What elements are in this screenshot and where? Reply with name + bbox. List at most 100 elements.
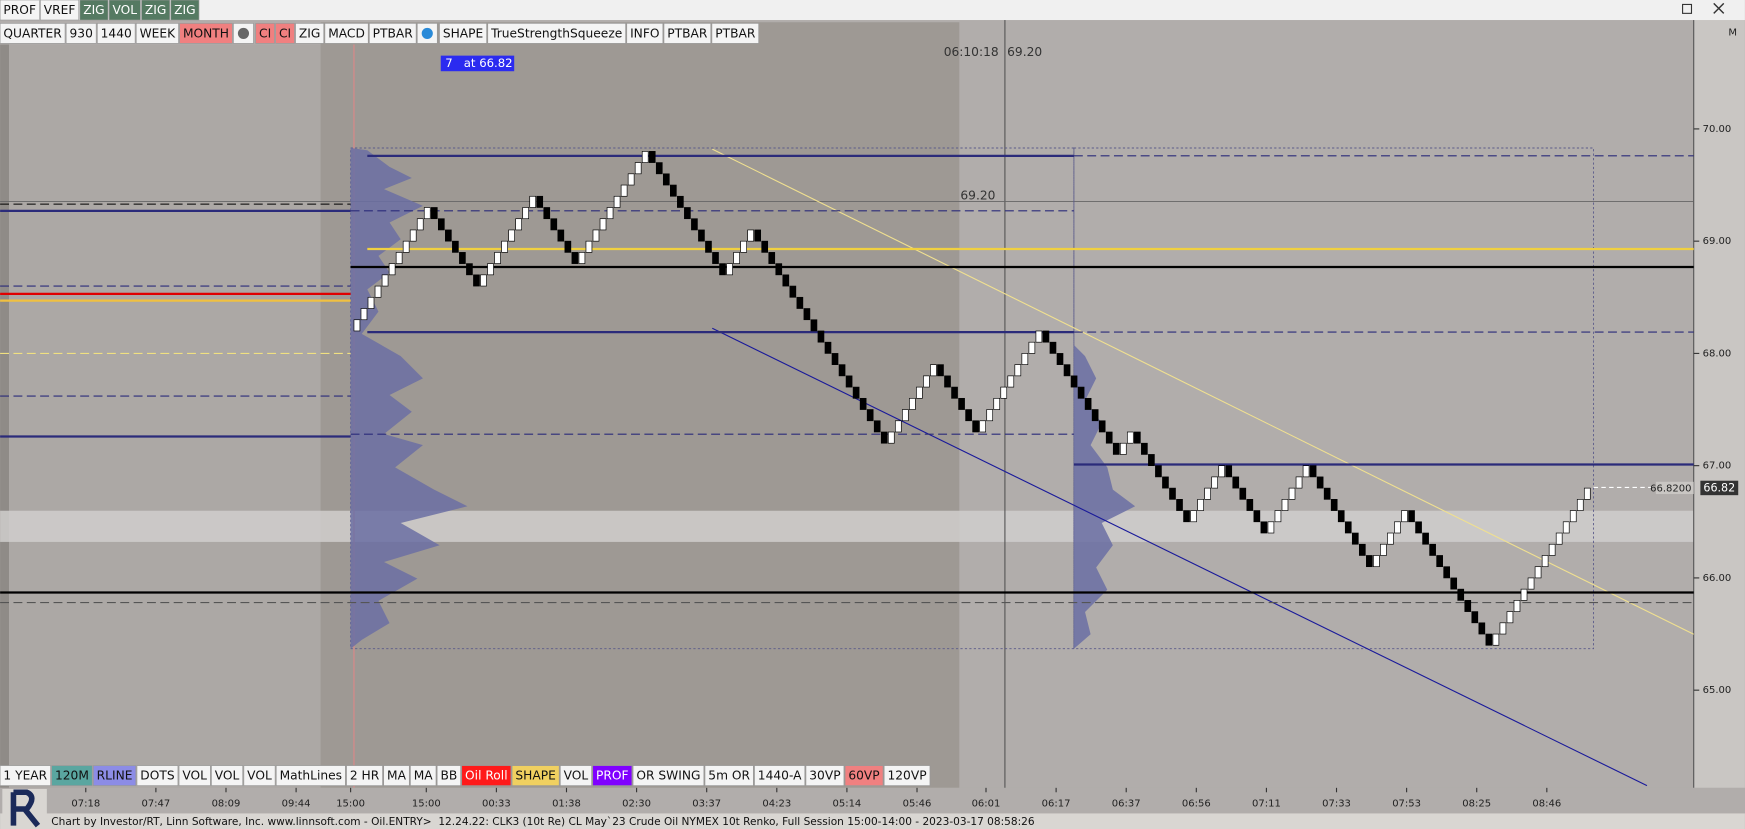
order-label: 7 at 66.82 xyxy=(445,56,512,70)
toolbar-button[interactable] xyxy=(883,765,931,786)
renko-brick xyxy=(1063,364,1071,377)
renko-brick xyxy=(1260,521,1268,534)
toolbar-button[interactable] xyxy=(108,0,141,21)
toolbar-button[interactable] xyxy=(324,23,369,44)
renko-brick xyxy=(1190,510,1197,523)
renko-brick xyxy=(747,229,754,242)
renko-brick xyxy=(1155,465,1162,478)
toolbar-button-label: ZIG xyxy=(299,26,320,40)
renko-brick xyxy=(1351,532,1359,545)
toolbar-button[interactable] xyxy=(135,23,179,44)
toolbar-button[interactable] xyxy=(511,765,560,786)
toolbar-button[interactable] xyxy=(211,765,244,786)
toolbar-button[interactable] xyxy=(0,23,66,44)
toolbar-button[interactable] xyxy=(295,23,325,44)
toolbar-button[interactable] xyxy=(559,765,592,786)
toolbar-button[interactable] xyxy=(93,765,137,786)
renko-brick xyxy=(445,229,452,242)
renko-brick xyxy=(1169,487,1176,500)
toolbar-button-label: VOL xyxy=(564,769,589,783)
renko-brick xyxy=(508,229,515,242)
renko-brick xyxy=(859,397,867,410)
toolbar-button[interactable] xyxy=(346,765,383,786)
toolbar-button[interactable] xyxy=(96,23,136,44)
toolbar-button[interactable] xyxy=(754,765,806,786)
volume-profile xyxy=(1073,344,1136,649)
renko-brick xyxy=(838,364,846,377)
price-axis-bg xyxy=(1693,20,1745,788)
renko-brick xyxy=(810,319,818,332)
renko-brick xyxy=(452,240,459,253)
toolbar-button[interactable] xyxy=(51,765,93,786)
y-tick-label: 65.00 xyxy=(1703,685,1732,696)
renko-brick xyxy=(1091,409,1099,422)
toolbar-button[interactable] xyxy=(0,0,40,21)
toolbar-button[interactable] xyxy=(275,23,295,44)
toolbar-button-label: RLINE xyxy=(97,769,133,783)
renko-brick xyxy=(536,195,544,208)
x-tick-label: 04:23 xyxy=(762,798,791,809)
renko-brick xyxy=(845,375,853,388)
toolbar-button-label: PROF xyxy=(596,769,629,783)
highlight-band xyxy=(0,510,1694,542)
renko-brick xyxy=(1112,442,1120,455)
toolbar-button[interactable] xyxy=(626,23,664,44)
toolbar-button[interactable] xyxy=(65,23,97,44)
renko-brick xyxy=(712,252,719,264)
toolbar-button[interactable] xyxy=(275,765,346,786)
toolbar-button[interactable] xyxy=(178,765,211,786)
renko-brick xyxy=(1070,375,1078,388)
toolbar-button[interactable] xyxy=(704,765,754,786)
toolbar-button-label: MA xyxy=(414,769,434,783)
x-tick-label: 09:44 xyxy=(282,798,311,809)
x-tick-label: 08:25 xyxy=(1462,798,1491,809)
renko-brick xyxy=(1394,521,1401,534)
toolbar-button[interactable] xyxy=(439,23,487,44)
renko-brick xyxy=(866,409,874,422)
toolbar-button[interactable] xyxy=(141,0,171,21)
toolbar-button-label: ZIG xyxy=(145,3,166,17)
renko-brick xyxy=(1021,353,1029,365)
renko-brick xyxy=(852,386,860,399)
toolbar-button[interactable] xyxy=(436,765,461,786)
toolbar-button[interactable] xyxy=(663,23,712,44)
toolbar-button[interactable] xyxy=(170,0,200,21)
renko-brick xyxy=(965,409,972,422)
toolbar-button[interactable] xyxy=(179,23,233,44)
toolbar-button[interactable] xyxy=(592,765,633,786)
renko-brick xyxy=(824,341,832,354)
toolbar-button[interactable] xyxy=(844,765,884,786)
toolbar-button[interactable] xyxy=(632,765,705,786)
toolbar-button[interactable] xyxy=(461,765,512,786)
toolbar-button[interactable] xyxy=(0,765,51,786)
toolbar-button-label: VOL xyxy=(182,769,207,783)
toolbar-button[interactable] xyxy=(805,765,845,786)
close-button[interactable] xyxy=(1713,2,1725,14)
renko-brick xyxy=(1358,543,1366,556)
renko-brick xyxy=(1028,341,1036,354)
toolbar-button-label: 120VP xyxy=(887,769,926,783)
toolbar-button[interactable] xyxy=(487,23,626,44)
renko-brick xyxy=(388,263,396,276)
toolbar-button[interactable] xyxy=(255,23,275,44)
renko-brick xyxy=(1183,510,1190,523)
renko-brick xyxy=(937,364,944,377)
toolbar-button[interactable] xyxy=(369,23,417,44)
shade xyxy=(0,44,10,788)
renko-brick xyxy=(1309,465,1317,478)
toolbar-button[interactable] xyxy=(383,765,410,786)
renko-brick xyxy=(1415,521,1422,534)
renko-brick xyxy=(620,184,628,197)
toolbar-button[interactable] xyxy=(79,0,109,21)
logo xyxy=(2,788,47,828)
restore-button[interactable] xyxy=(1682,3,1693,14)
toolbar-button-label: VOL xyxy=(112,3,137,17)
toolbar-button[interactable] xyxy=(40,0,80,21)
toolbar-button[interactable] xyxy=(136,765,179,786)
renko-brick xyxy=(1471,611,1479,624)
toolbar-button-label: PTBAR xyxy=(715,26,756,40)
toolbar-button[interactable] xyxy=(711,23,760,44)
toolbar-button[interactable] xyxy=(243,765,276,786)
renko-brick xyxy=(1056,353,1064,365)
toolbar-button[interactable] xyxy=(410,765,437,786)
